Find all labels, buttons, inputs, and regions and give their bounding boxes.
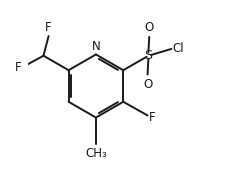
Text: O: O [144, 20, 153, 34]
Text: N: N [91, 40, 100, 53]
Text: F: F [148, 111, 155, 124]
Text: O: O [142, 78, 151, 91]
Text: S: S [144, 49, 152, 62]
Text: Cl: Cl [171, 42, 183, 55]
Text: F: F [45, 20, 52, 34]
Text: CH₃: CH₃ [85, 147, 106, 160]
Text: F: F [15, 61, 21, 74]
